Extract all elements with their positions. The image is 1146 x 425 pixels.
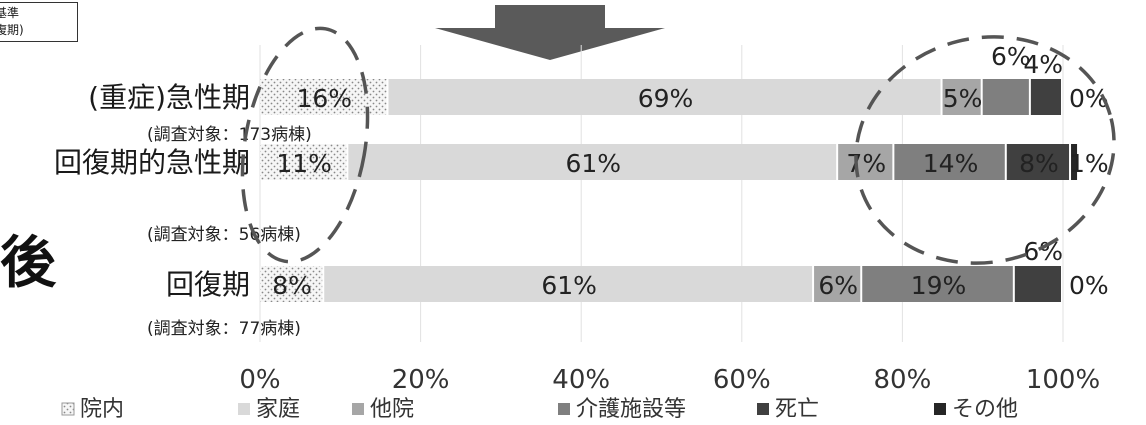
bar-segment xyxy=(388,79,941,115)
legend-swatch xyxy=(934,403,946,415)
category-label: (重症)急性期 xyxy=(88,81,250,114)
x-tick-label: 60% xyxy=(713,365,771,395)
data-label: 1% xyxy=(1069,149,1109,178)
bar-segment xyxy=(260,144,347,180)
bar-segment xyxy=(1014,266,1061,302)
bar-segment xyxy=(942,79,981,115)
bar-segment xyxy=(814,266,861,302)
bar-segment xyxy=(894,144,1005,180)
legend-swatch xyxy=(238,403,250,415)
data-label: 5% xyxy=(943,84,983,113)
legend-swatch xyxy=(757,403,769,415)
bar-segment xyxy=(324,266,813,302)
x-tick-label: 0% xyxy=(239,365,280,395)
category-label: 回復期 xyxy=(166,268,250,301)
data-label: 6% xyxy=(991,42,1031,71)
data-label: 19% xyxy=(911,271,967,300)
category-label: 回復期的急性期 xyxy=(54,146,250,179)
legend-swatch xyxy=(558,403,570,415)
highlight-ellipse-right xyxy=(854,35,1116,265)
data-label: 16% xyxy=(296,84,352,113)
down-arrow-shape xyxy=(435,5,665,60)
data-label: 0% xyxy=(1069,271,1109,300)
data-label: 61% xyxy=(541,271,597,300)
data-label: 4% xyxy=(1023,50,1063,79)
data-label: 8% xyxy=(1019,149,1059,178)
legend-swatch xyxy=(61,402,75,416)
bar-segment xyxy=(838,144,893,180)
data-label: 11% xyxy=(276,149,332,178)
data-label: 6% xyxy=(1023,237,1063,266)
legend-label: 他院 xyxy=(370,397,414,422)
category-note: (調査対象：77病棟) xyxy=(147,319,301,339)
legend-label: 介護施設等 xyxy=(576,397,686,422)
corner-label-box: 基準 復期) xyxy=(0,2,78,42)
corner-label-line2: 復期) xyxy=(0,23,24,37)
side-char: 後 xyxy=(0,231,56,296)
legend-label: 死亡 xyxy=(775,397,819,422)
bar-segment xyxy=(1030,79,1061,115)
legend-label: 家庭 xyxy=(256,397,300,422)
bar-segment xyxy=(982,79,1029,115)
corner-label-line1: 基準 xyxy=(0,6,20,20)
bar-segment xyxy=(348,144,837,180)
data-label: 6% xyxy=(818,271,858,300)
bar-segment xyxy=(1006,144,1070,180)
highlight-ellipse-left xyxy=(240,26,370,264)
legend-swatch xyxy=(352,403,364,415)
x-tick-label: 20% xyxy=(392,365,450,395)
bar-segment xyxy=(260,266,323,302)
data-label: 69% xyxy=(638,84,694,113)
x-tick-label: 80% xyxy=(874,365,932,395)
x-tick-label: 40% xyxy=(552,365,610,395)
x-tick-label: 100% xyxy=(1026,365,1100,395)
category-note: (調査対象：173病棟) xyxy=(147,125,312,145)
legend-label: 院内 xyxy=(80,397,124,422)
data-label: 14% xyxy=(923,149,979,178)
data-label: 61% xyxy=(565,149,621,178)
data-label: 7% xyxy=(846,149,886,178)
data-label: 8% xyxy=(272,271,312,300)
category-note: (調査対象：56病棟) xyxy=(147,225,301,245)
legend-label: その他 xyxy=(952,397,1018,422)
bar-segment xyxy=(862,266,1013,302)
bar-segment xyxy=(1071,144,1078,180)
